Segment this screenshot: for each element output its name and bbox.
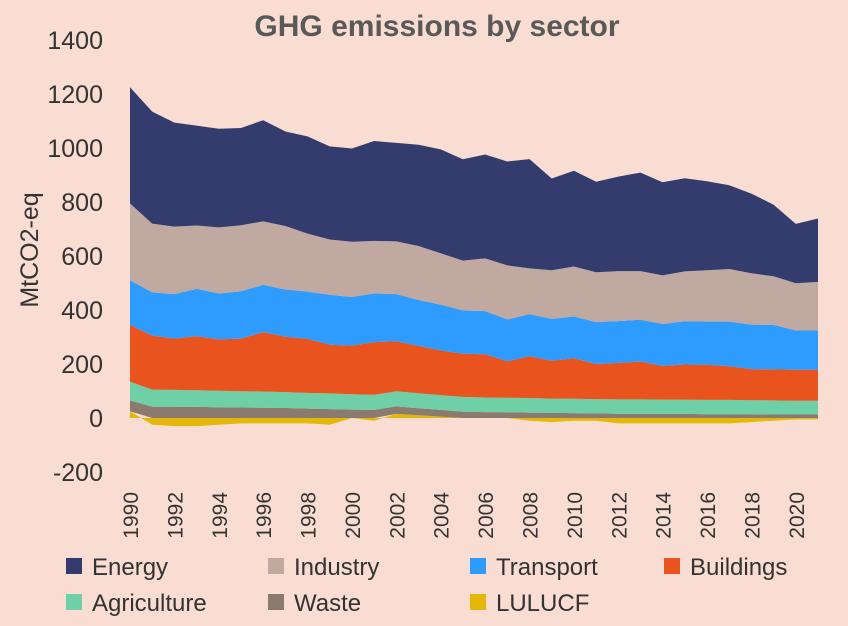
y-axis-label: MtCO2-eq [16,192,44,307]
area-energy [130,87,818,284]
legend-swatch [268,594,284,610]
legend-swatch [664,558,680,574]
legend-item-energy: Energy [66,554,168,581]
legend-label: Energy [92,554,168,581]
area-transport [130,280,818,370]
area-buildings [130,324,818,401]
y-tick-label: 1000 [47,135,103,163]
chart-title: GHG emissions by sector [254,10,619,43]
x-tick-label: 2020 [786,492,809,539]
chart-legend: Energy Industry Transport Buildings Agricult… [66,554,787,617]
area-series-group [130,87,818,427]
y-tick-label: -200 [53,459,103,487]
area-industry [130,203,818,331]
legend-label: LULUCF [496,590,589,617]
legend-item-buildings: Buildings [664,554,787,581]
x-tick-label: 1996 [253,492,276,539]
y-axis-ticks: -200 0 200 400 600 800 1000 1200 1400 [47,27,103,487]
x-axis-ticks: 1990 1992 1994 1996 1998 2000 2002 2004 2006 2008… [120,492,809,539]
legend-label: Agriculture [92,590,207,617]
area-lulucf [130,411,818,427]
legend-item-waste: Waste [268,590,361,617]
y-tick-label: 600 [61,243,103,271]
x-tick-label: 2010 [564,492,587,539]
legend-label: Buildings [690,554,787,581]
x-tick-label: 2014 [653,492,676,539]
x-tick-label: 2018 [741,492,764,539]
legend-item-lulucf: LULUCF [470,590,589,617]
y-tick-label: 200 [61,351,103,379]
y-tick-label: 800 [61,189,103,217]
x-tick-label: 2006 [475,492,498,539]
y-tick-label: 400 [61,297,103,325]
x-tick-label: 1998 [298,492,321,539]
y-tick-label: 1200 [47,81,103,109]
x-tick-label: 2008 [520,492,543,539]
x-tick-label: 2016 [697,492,720,539]
legend-swatch [66,558,82,574]
legend-swatch [470,594,486,610]
legend-label: Transport [496,554,598,581]
legend-label: Industry [294,554,379,581]
area-agriculture [130,381,818,415]
legend-label: Waste [294,590,361,617]
legend-swatch [66,594,82,610]
x-tick-label: 1990 [120,492,143,539]
x-tick-label: 2004 [431,492,454,539]
legend-item-agriculture: Agriculture [66,590,207,617]
legend-item-transport: Transport [470,554,598,581]
x-tick-label: 2012 [608,492,631,539]
x-tick-label: 2002 [386,492,409,539]
y-tick-label: 0 [89,405,103,433]
legend-item-industry: Industry [268,554,379,581]
legend-swatch [268,558,284,574]
legend-swatch [470,558,486,574]
x-tick-label: 1994 [209,492,232,539]
x-tick-label: 1992 [164,492,187,539]
area-waste [130,400,818,418]
x-tick-label: 2000 [342,492,365,539]
y-tick-label: 1400 [47,27,103,55]
